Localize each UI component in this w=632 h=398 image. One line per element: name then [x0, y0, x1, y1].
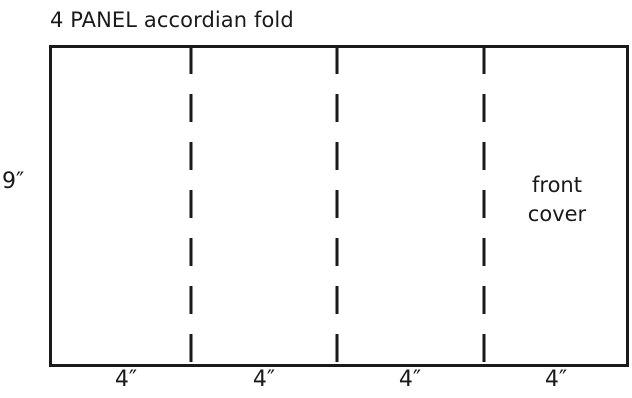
panel-width-label-3: 4″ [398, 367, 422, 392]
sheet-outline [49, 45, 629, 367]
panel-width-label-2: 4″ [252, 367, 276, 392]
panel-width-label-4: 4″ [544, 367, 568, 392]
front-cover-label-line2: cover [527, 202, 587, 226]
diagram-title: 4 PANEL accordian fold [50, 8, 294, 32]
front-cover-label-line1: front [532, 173, 582, 197]
height-dimension-label: 9″ [2, 169, 25, 194]
panel-width-label-1: 4″ [114, 367, 138, 392]
